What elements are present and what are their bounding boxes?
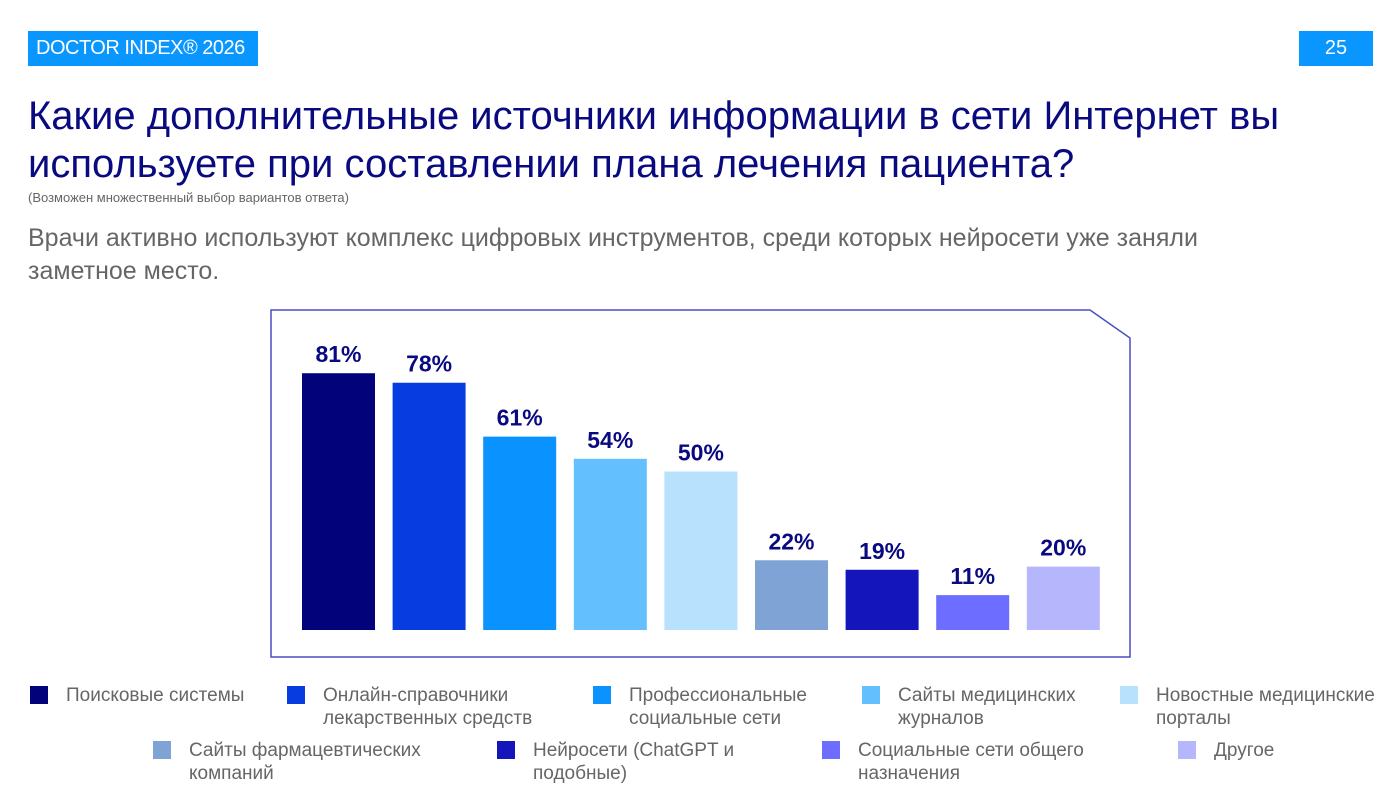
data-label: 20%: [1040, 535, 1086, 561]
legend-item: Сайты медицинских журналов: [862, 684, 1118, 730]
legend-item: Новостные медицинские порталы: [1120, 684, 1396, 730]
brand-logo: DOCTOR INDEX® 2026: [28, 31, 258, 66]
bar-7: [845, 569, 919, 630]
legend-label: Сайты медицинских журналов: [898, 685, 1076, 729]
legend-item: Социальные сети общего назначения: [822, 739, 1148, 785]
legend-item: Профессиональные социальные сети: [593, 684, 859, 730]
legend-label: Другое: [1214, 740, 1275, 761]
legend-label: Новостные медицинские порталы: [1156, 685, 1375, 729]
legend-item: Нейросети (ChatGPT и подобные): [497, 739, 803, 785]
legend-swatch: [30, 686, 48, 704]
bar-5: [664, 471, 738, 630]
legend-item: Сайты фармацевтических компаний: [153, 739, 489, 785]
page-number: 25: [1299, 31, 1373, 66]
legend-swatch: [1178, 741, 1196, 759]
chart-frame: [270, 309, 1131, 658]
bar-9: [1026, 566, 1100, 630]
bar-3: [483, 436, 557, 630]
legend-swatch: [1120, 686, 1138, 704]
legend-swatch: [593, 686, 611, 704]
data-label: 22%: [768, 528, 814, 554]
data-label: 50%: [678, 440, 724, 466]
page-title: Какие дополнительные источники информаци…: [28, 94, 1280, 186]
data-label: 81%: [315, 341, 361, 367]
legend-label: Нейросети (ChatGPT и подобные): [533, 740, 735, 784]
answer-note: (Возможен множественный выбор вариантов …: [28, 190, 349, 205]
legend-item: Поисковые системы: [30, 684, 286, 707]
bar-2: [392, 382, 466, 630]
legend-swatch: [497, 741, 515, 759]
subtitle: Врачи активно используют комплекс цифров…: [28, 224, 1198, 285]
legend-swatch: [153, 741, 171, 759]
legend-item: Онлайн-справочники лекарственных средств: [287, 684, 573, 730]
bar-1: [302, 373, 375, 630]
legend-item: Другое: [1178, 739, 1364, 762]
legend-label: Сайты фармацевтических компаний: [189, 740, 421, 784]
bar-6: [755, 560, 828, 630]
data-label: 19%: [859, 538, 905, 564]
legend-label: Профессиональные социальные сети: [629, 685, 807, 729]
data-label: 11%: [950, 563, 995, 589]
bar-8: [936, 595, 1010, 630]
legend-label: Онлайн-справочники лекарственных средств: [323, 685, 533, 729]
data-label: 61%: [497, 405, 543, 431]
legend-label: Социальные сети общего назначения: [858, 740, 1084, 784]
data-label: 78%: [406, 351, 452, 377]
legend-swatch: [287, 686, 305, 704]
legend-swatch: [862, 686, 880, 704]
data-label: 54%: [587, 427, 633, 453]
bar-4: [573, 458, 647, 630]
legend-label: Поисковые системы: [66, 685, 245, 706]
legend-swatch: [822, 741, 840, 759]
